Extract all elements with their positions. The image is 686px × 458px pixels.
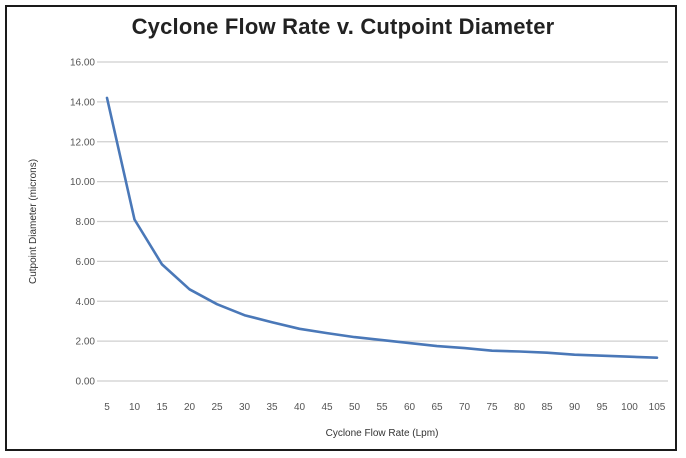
x-tick-label: 30 xyxy=(239,402,251,413)
x-tick-label: 70 xyxy=(459,402,471,413)
data-point xyxy=(491,349,493,352)
gridlines xyxy=(97,61,668,382)
x-axis-title: Cyclone Flow Rate (Lpm) xyxy=(326,428,439,439)
data-point xyxy=(573,353,576,356)
y-tick-label: 16.00 xyxy=(70,58,95,69)
data-point xyxy=(601,354,603,357)
x-tick-label: 15 xyxy=(156,402,168,413)
data-point xyxy=(271,321,273,323)
chart-title: Cyclone Flow Rate v. Cutpoint Diameter xyxy=(131,14,555,39)
x-tick-label: 65 xyxy=(431,402,443,413)
x-tick-label: 35 xyxy=(266,402,278,413)
y-tick-labels: 0.00 2.00 4.00 6.00 8.00 10.00 12.00 14.00 16.00 xyxy=(70,58,95,388)
data-point xyxy=(546,351,548,354)
x-tick-label: 90 xyxy=(569,402,581,413)
y-tick-label: 4.00 xyxy=(76,297,96,308)
data-point xyxy=(408,342,411,344)
y-tick-label: 6.00 xyxy=(76,257,96,268)
y-tick-label: 0.00 xyxy=(76,377,96,388)
data-point xyxy=(243,314,246,317)
series-line-0 xyxy=(105,96,659,360)
y-tick-label: 14.00 xyxy=(70,97,95,108)
x-tick-label: 105 xyxy=(649,402,666,413)
series-layer xyxy=(105,96,659,360)
data-point xyxy=(161,263,163,266)
x-tick-label: 80 xyxy=(514,402,526,413)
x-tick-label: 25 xyxy=(211,402,223,413)
data-point xyxy=(106,97,108,99)
x-tick-label: 60 xyxy=(404,402,416,413)
data-point xyxy=(188,288,191,291)
x-tick-label: 40 xyxy=(294,402,306,413)
data-point xyxy=(353,336,356,338)
data-point xyxy=(216,303,218,306)
data-point xyxy=(326,332,328,334)
data-point xyxy=(518,350,521,353)
x-tick-label: 10 xyxy=(129,402,141,413)
data-point xyxy=(656,356,658,359)
chart-frame xyxy=(5,5,677,451)
x-tick-label: 45 xyxy=(321,402,333,413)
data-point xyxy=(298,327,301,330)
y-tick-label: 12.00 xyxy=(70,137,95,148)
y-tick-label: 10.00 xyxy=(70,177,95,188)
y-axis-title: Cutpoint Diameter (microns) xyxy=(28,159,39,284)
x-tick-label: 85 xyxy=(541,402,553,413)
data-point xyxy=(436,345,438,347)
x-tick-label: 50 xyxy=(349,402,361,413)
x-tick-label: 55 xyxy=(376,402,388,413)
data-point xyxy=(463,347,466,349)
x-tick-label: 75 xyxy=(486,402,498,413)
data-point xyxy=(381,339,383,341)
x-tick-label: 95 xyxy=(596,402,608,413)
data-point xyxy=(133,218,136,221)
x-tick-labels: 5 10 15 20 25 30 35 40 45 50 55 60 65 70 75 80 85 90 95 100… xyxy=(104,402,666,413)
x-tick-label: 5 xyxy=(104,402,110,413)
data-point xyxy=(628,355,631,358)
y-tick-label: 2.00 xyxy=(76,337,96,348)
x-tick-label: 100 xyxy=(621,402,638,413)
x-tick-label: 20 xyxy=(184,402,196,413)
y-tick-label: 8.00 xyxy=(76,217,96,228)
